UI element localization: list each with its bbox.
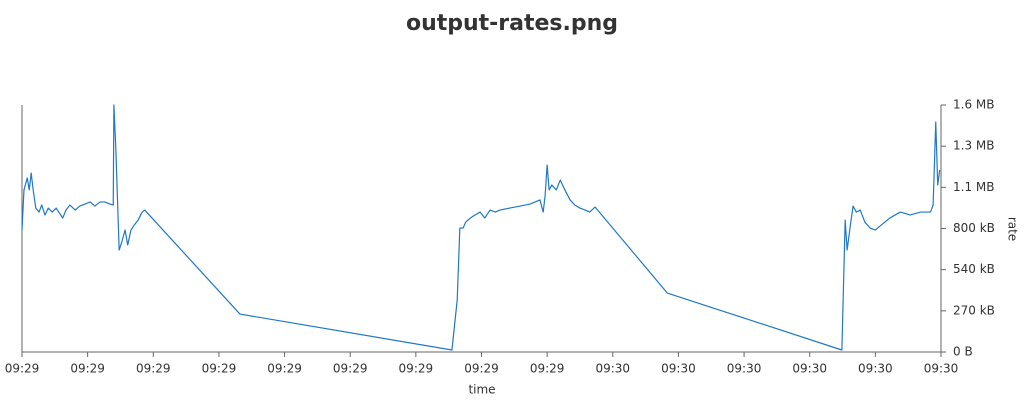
x-tick-label: 09:30 xyxy=(924,362,959,376)
y-tick-label: 1.1 MB xyxy=(953,180,994,194)
x-tick-label: 09:29 xyxy=(530,362,565,376)
x-tick-label: 09:29 xyxy=(464,362,499,376)
x-tick-label: 09:29 xyxy=(70,362,105,376)
x-tick-label: 09:29 xyxy=(333,362,368,376)
data-line xyxy=(21,104,941,351)
y-tick-label: 800 kB xyxy=(953,221,995,235)
x-tick-label: 09:30 xyxy=(595,362,630,376)
x-tick-label: 09:29 xyxy=(202,362,237,376)
chart-title: output-rates.png xyxy=(406,11,618,36)
y-tick-label: 0 B xyxy=(953,345,973,359)
y-tick-label: 1.3 MB xyxy=(953,139,994,153)
x-tick-label: 09:29 xyxy=(267,362,302,376)
x-tick-label: 09:30 xyxy=(661,362,696,376)
x-tick-label: 09:29 xyxy=(136,362,171,376)
x-tick-label: 09:30 xyxy=(858,362,893,376)
y-tick-label: 540 kB xyxy=(953,262,995,276)
x-tick-label: 09:29 xyxy=(399,362,434,376)
x-tick-label: 09:29 xyxy=(5,362,40,376)
y-tick-label: 1.6 MB xyxy=(953,98,994,112)
y-axis-label: rate xyxy=(1006,217,1020,241)
x-tick-label: 09:30 xyxy=(792,362,827,376)
x-axis-label: time xyxy=(468,383,495,397)
y-tick-label: 270 kB xyxy=(953,303,995,317)
x-tick-label: 09:30 xyxy=(727,362,762,376)
